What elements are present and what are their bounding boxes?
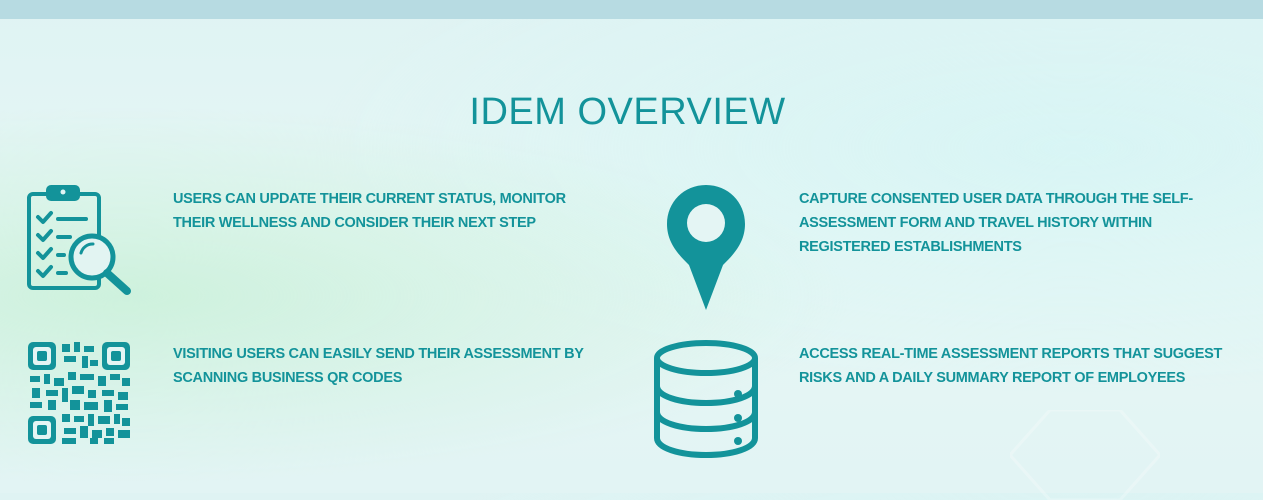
feature-text-capture: CAPTURE CONSENTED USER DATA THROUGH THE …: [799, 191, 1193, 255]
map-pin-icon: [667, 185, 745, 310]
clipboard-search-icon: [27, 185, 131, 295]
feature-text-reports: ACCESS REAL-TIME ASSESSMENT REPORTS THAT…: [799, 346, 1223, 386]
top-bar: [0, 0, 1263, 19]
database-icon: [654, 340, 758, 458]
feature-text-status: USERS CAN UPDATE THEIR CURRENT STATUS, M…: [173, 191, 566, 231]
feature-text-qr: VISITING USERS CAN EASILY SEND THEIR ASS…: [173, 346, 584, 386]
qr-code-icon: [28, 342, 130, 444]
hexagon-decoration: [1010, 410, 1160, 500]
page-title: IDEM OVERVIEW: [469, 91, 786, 134]
